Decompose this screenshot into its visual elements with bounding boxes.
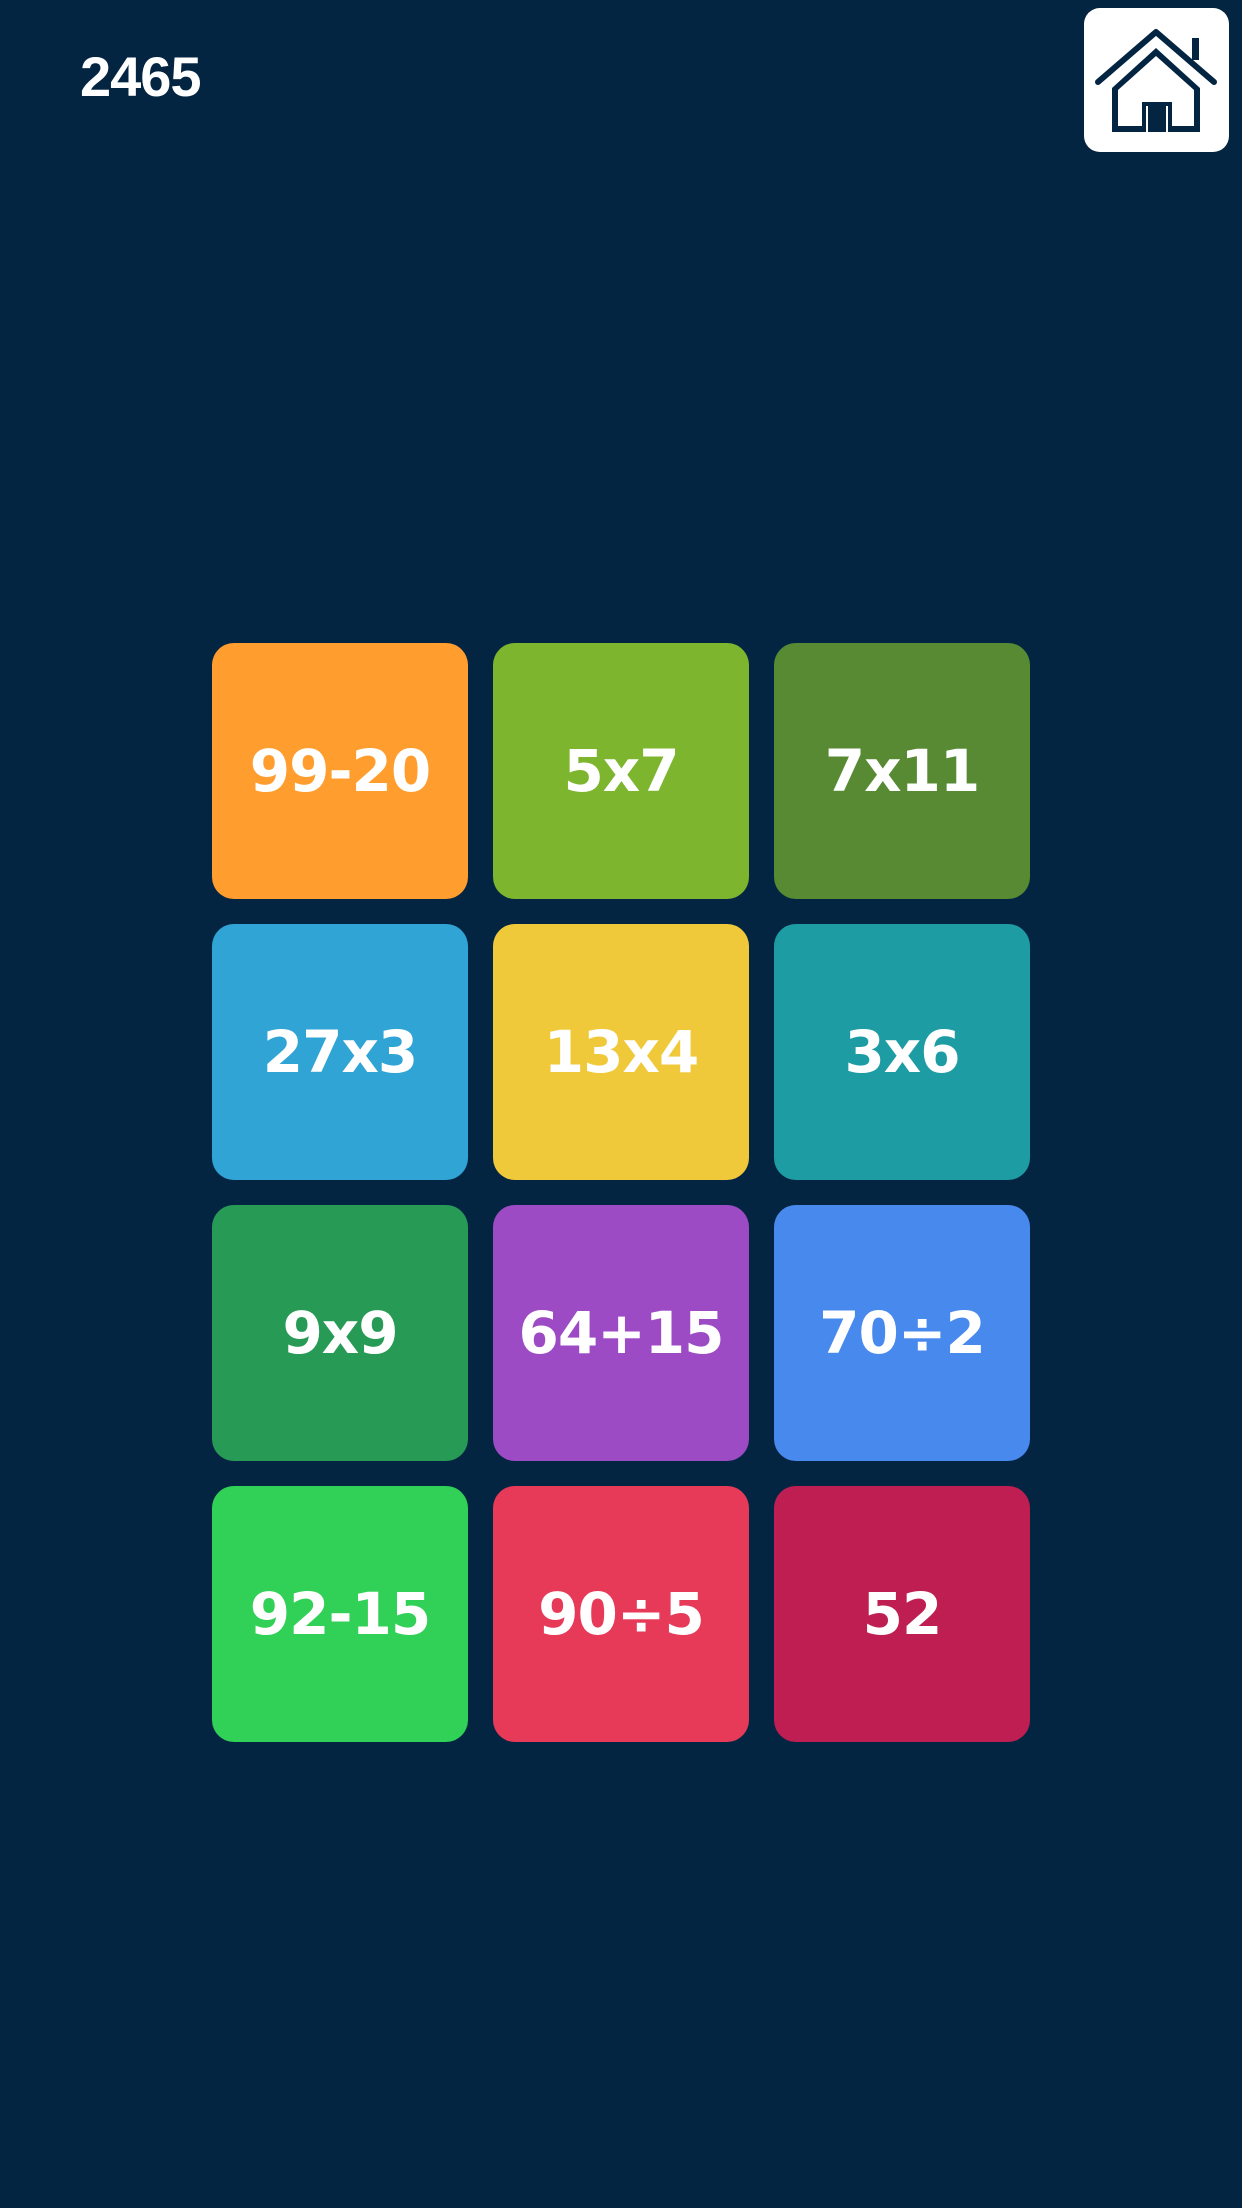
tile-9[interactable]: 70÷2 — [774, 1205, 1030, 1461]
tile-10[interactable]: 92-15 — [212, 1486, 468, 1742]
tile-3[interactable]: 7x11 — [774, 643, 1030, 899]
tile-label: 90÷5 — [538, 1580, 705, 1648]
tile-label: 27x3 — [262, 1018, 418, 1086]
tile-label: 9x9 — [282, 1299, 398, 1367]
tile-label: 5x7 — [563, 737, 679, 805]
tile-label: 52 — [862, 1580, 943, 1648]
home-button[interactable] — [1084, 8, 1229, 152]
tile-4[interactable]: 27x3 — [212, 924, 468, 1180]
tile-2[interactable]: 5x7 — [493, 643, 749, 899]
tile-label: 7x11 — [824, 737, 980, 805]
tile-grid: 99-20 5x7 7x11 27x3 13x4 3x6 9x9 64+15 70÷2 92-15… — [212, 643, 1030, 1742]
tile-label: 70÷2 — [819, 1299, 986, 1367]
tile-label: 3x6 — [844, 1018, 960, 1086]
tile-8[interactable]: 64+15 — [493, 1205, 749, 1461]
tile-11[interactable]: 90÷5 — [493, 1486, 749, 1742]
tile-12[interactable]: 52 — [774, 1486, 1030, 1742]
tile-label: 92-15 — [249, 1580, 431, 1648]
home-icon — [1095, 29, 1217, 132]
score-counter: 2465 — [80, 45, 202, 108]
tile-6[interactable]: 3x6 — [774, 924, 1030, 1180]
tile-label: 99-20 — [249, 737, 431, 805]
tile-label: 64+15 — [518, 1299, 724, 1367]
tile-label: 13x4 — [543, 1018, 699, 1086]
tile-1[interactable]: 99-20 — [212, 643, 468, 899]
tile-7[interactable]: 9x9 — [212, 1205, 468, 1461]
tile-5[interactable]: 13x4 — [493, 924, 749, 1180]
